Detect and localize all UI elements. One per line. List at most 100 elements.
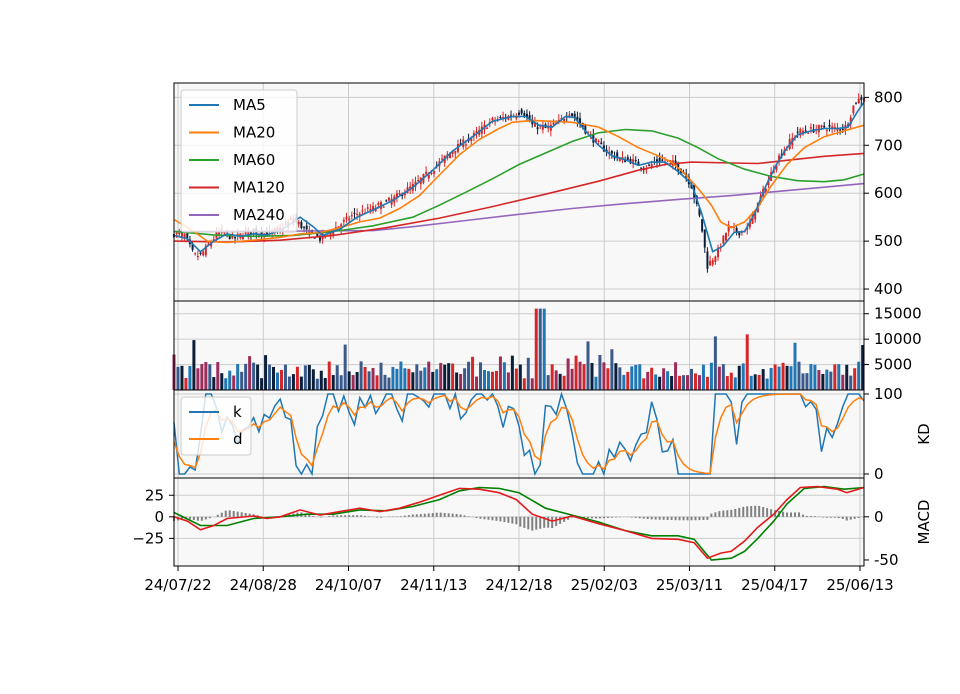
macd-histogram-bar xyxy=(750,506,752,517)
volume-bar xyxy=(539,309,542,390)
date-tick-label: 24/12/18 xyxy=(485,576,552,594)
macd-histogram-bar xyxy=(487,517,489,520)
macd-histogram-bar xyxy=(742,507,744,517)
volume-bar xyxy=(515,369,518,390)
date-tick-label: 25/02/03 xyxy=(571,576,638,594)
candle-body xyxy=(417,180,419,181)
volume-bar xyxy=(742,363,745,390)
volume-bar xyxy=(395,369,398,390)
volume-bar xyxy=(590,363,593,390)
candle-body xyxy=(343,220,345,222)
macd-histogram-bar xyxy=(237,512,239,517)
macd-histogram-bar xyxy=(523,517,525,528)
macd-histogram-bar xyxy=(714,512,716,516)
volume-bar xyxy=(754,374,757,390)
macd-histogram-bar xyxy=(754,506,756,517)
volume-bar xyxy=(782,363,785,390)
macd-left-tick-label: −25 xyxy=(132,529,164,547)
volume-bar xyxy=(610,349,613,390)
candle-body xyxy=(491,118,493,120)
macd-histogram-bar xyxy=(806,516,808,517)
candle-body xyxy=(351,215,353,216)
macd-histogram-bar xyxy=(503,517,505,522)
macd-histogram-bar xyxy=(428,513,430,516)
macd-histogram-bar xyxy=(603,517,605,518)
volume-bar xyxy=(340,375,343,390)
candle-body xyxy=(537,127,539,129)
macd-histogram-bar xyxy=(352,515,354,517)
volume-bar xyxy=(368,371,371,390)
volume-bar xyxy=(837,364,840,390)
date-tick-label: 24/11/13 xyxy=(400,576,467,594)
candle-body xyxy=(829,125,831,127)
volume-bar xyxy=(706,377,709,390)
candle-body xyxy=(611,151,613,154)
volume-bar xyxy=(606,368,609,390)
macd-histogram-bar xyxy=(336,515,338,516)
macd-histogram-bar xyxy=(547,517,549,528)
macd-histogram-bar xyxy=(643,517,645,519)
candle-body xyxy=(648,165,650,166)
macd-histogram-bar xyxy=(308,515,310,517)
date-tick-label: 25/03/11 xyxy=(656,576,723,594)
candle-body xyxy=(298,222,300,225)
volume-bar xyxy=(383,375,386,390)
candle-body xyxy=(465,144,467,145)
candle-body xyxy=(300,222,302,228)
volume-bar xyxy=(228,371,231,390)
kd-axis-tick-label: 100 xyxy=(874,385,903,403)
candle-body xyxy=(346,217,348,220)
macd-histogram-bar xyxy=(611,517,613,518)
candle-body xyxy=(826,130,828,131)
candle-body xyxy=(842,129,844,130)
candle-body xyxy=(640,168,642,169)
macd-histogram-bar xyxy=(241,512,243,517)
candle-body xyxy=(454,151,456,154)
volume-bar xyxy=(435,369,438,390)
candle-body xyxy=(197,256,199,257)
volume-bar xyxy=(324,378,327,390)
volume-bar xyxy=(634,365,637,390)
volume-bar xyxy=(415,364,418,390)
volume-bar xyxy=(614,363,617,390)
price-axis-tick-label: 500 xyxy=(874,232,903,250)
macd-histogram-bar xyxy=(320,517,322,518)
volume-bar xyxy=(308,365,311,390)
volume-bar xyxy=(352,375,355,390)
macd-histogram-bar xyxy=(312,516,314,517)
macd-histogram-bar xyxy=(495,517,497,521)
volume-bar xyxy=(642,378,645,390)
candle-body xyxy=(823,126,825,128)
macd-histogram-bar xyxy=(718,511,720,517)
macd-histogram-bar xyxy=(201,517,203,521)
macd-histogram-bar xyxy=(615,517,617,518)
candle-body xyxy=(858,99,860,103)
volume-bar xyxy=(845,365,848,390)
macd-histogram-bar xyxy=(480,517,482,519)
volume-bar xyxy=(805,373,808,390)
macd-histogram-bar xyxy=(197,517,199,521)
candle-body xyxy=(571,113,573,116)
volume-bar xyxy=(455,372,458,390)
candle-body xyxy=(704,230,706,248)
volume-bar xyxy=(551,364,554,390)
macd-left-tick-label: 25 xyxy=(145,486,164,504)
volume-bar xyxy=(626,372,629,390)
macd-histogram-bar xyxy=(400,516,402,517)
macd-histogram-bar xyxy=(798,512,800,516)
macd-histogram-bar xyxy=(233,511,235,517)
volume-bar xyxy=(778,367,781,390)
candle-body xyxy=(486,128,488,129)
macd-histogram-bar xyxy=(706,517,708,520)
legend-label-ma20: MA20 xyxy=(233,124,275,142)
volume-bar xyxy=(411,372,414,390)
volume-bar xyxy=(176,367,179,390)
macd-histogram-bar xyxy=(416,514,418,516)
volume-bar xyxy=(208,364,211,390)
macd-histogram-bar xyxy=(595,517,597,519)
candle-body xyxy=(821,125,823,127)
volume-bar xyxy=(387,378,390,390)
macd-right-axis-tick-label: 0 xyxy=(874,508,884,526)
macd-histogram-bar xyxy=(730,510,732,517)
candle-body xyxy=(810,127,812,128)
